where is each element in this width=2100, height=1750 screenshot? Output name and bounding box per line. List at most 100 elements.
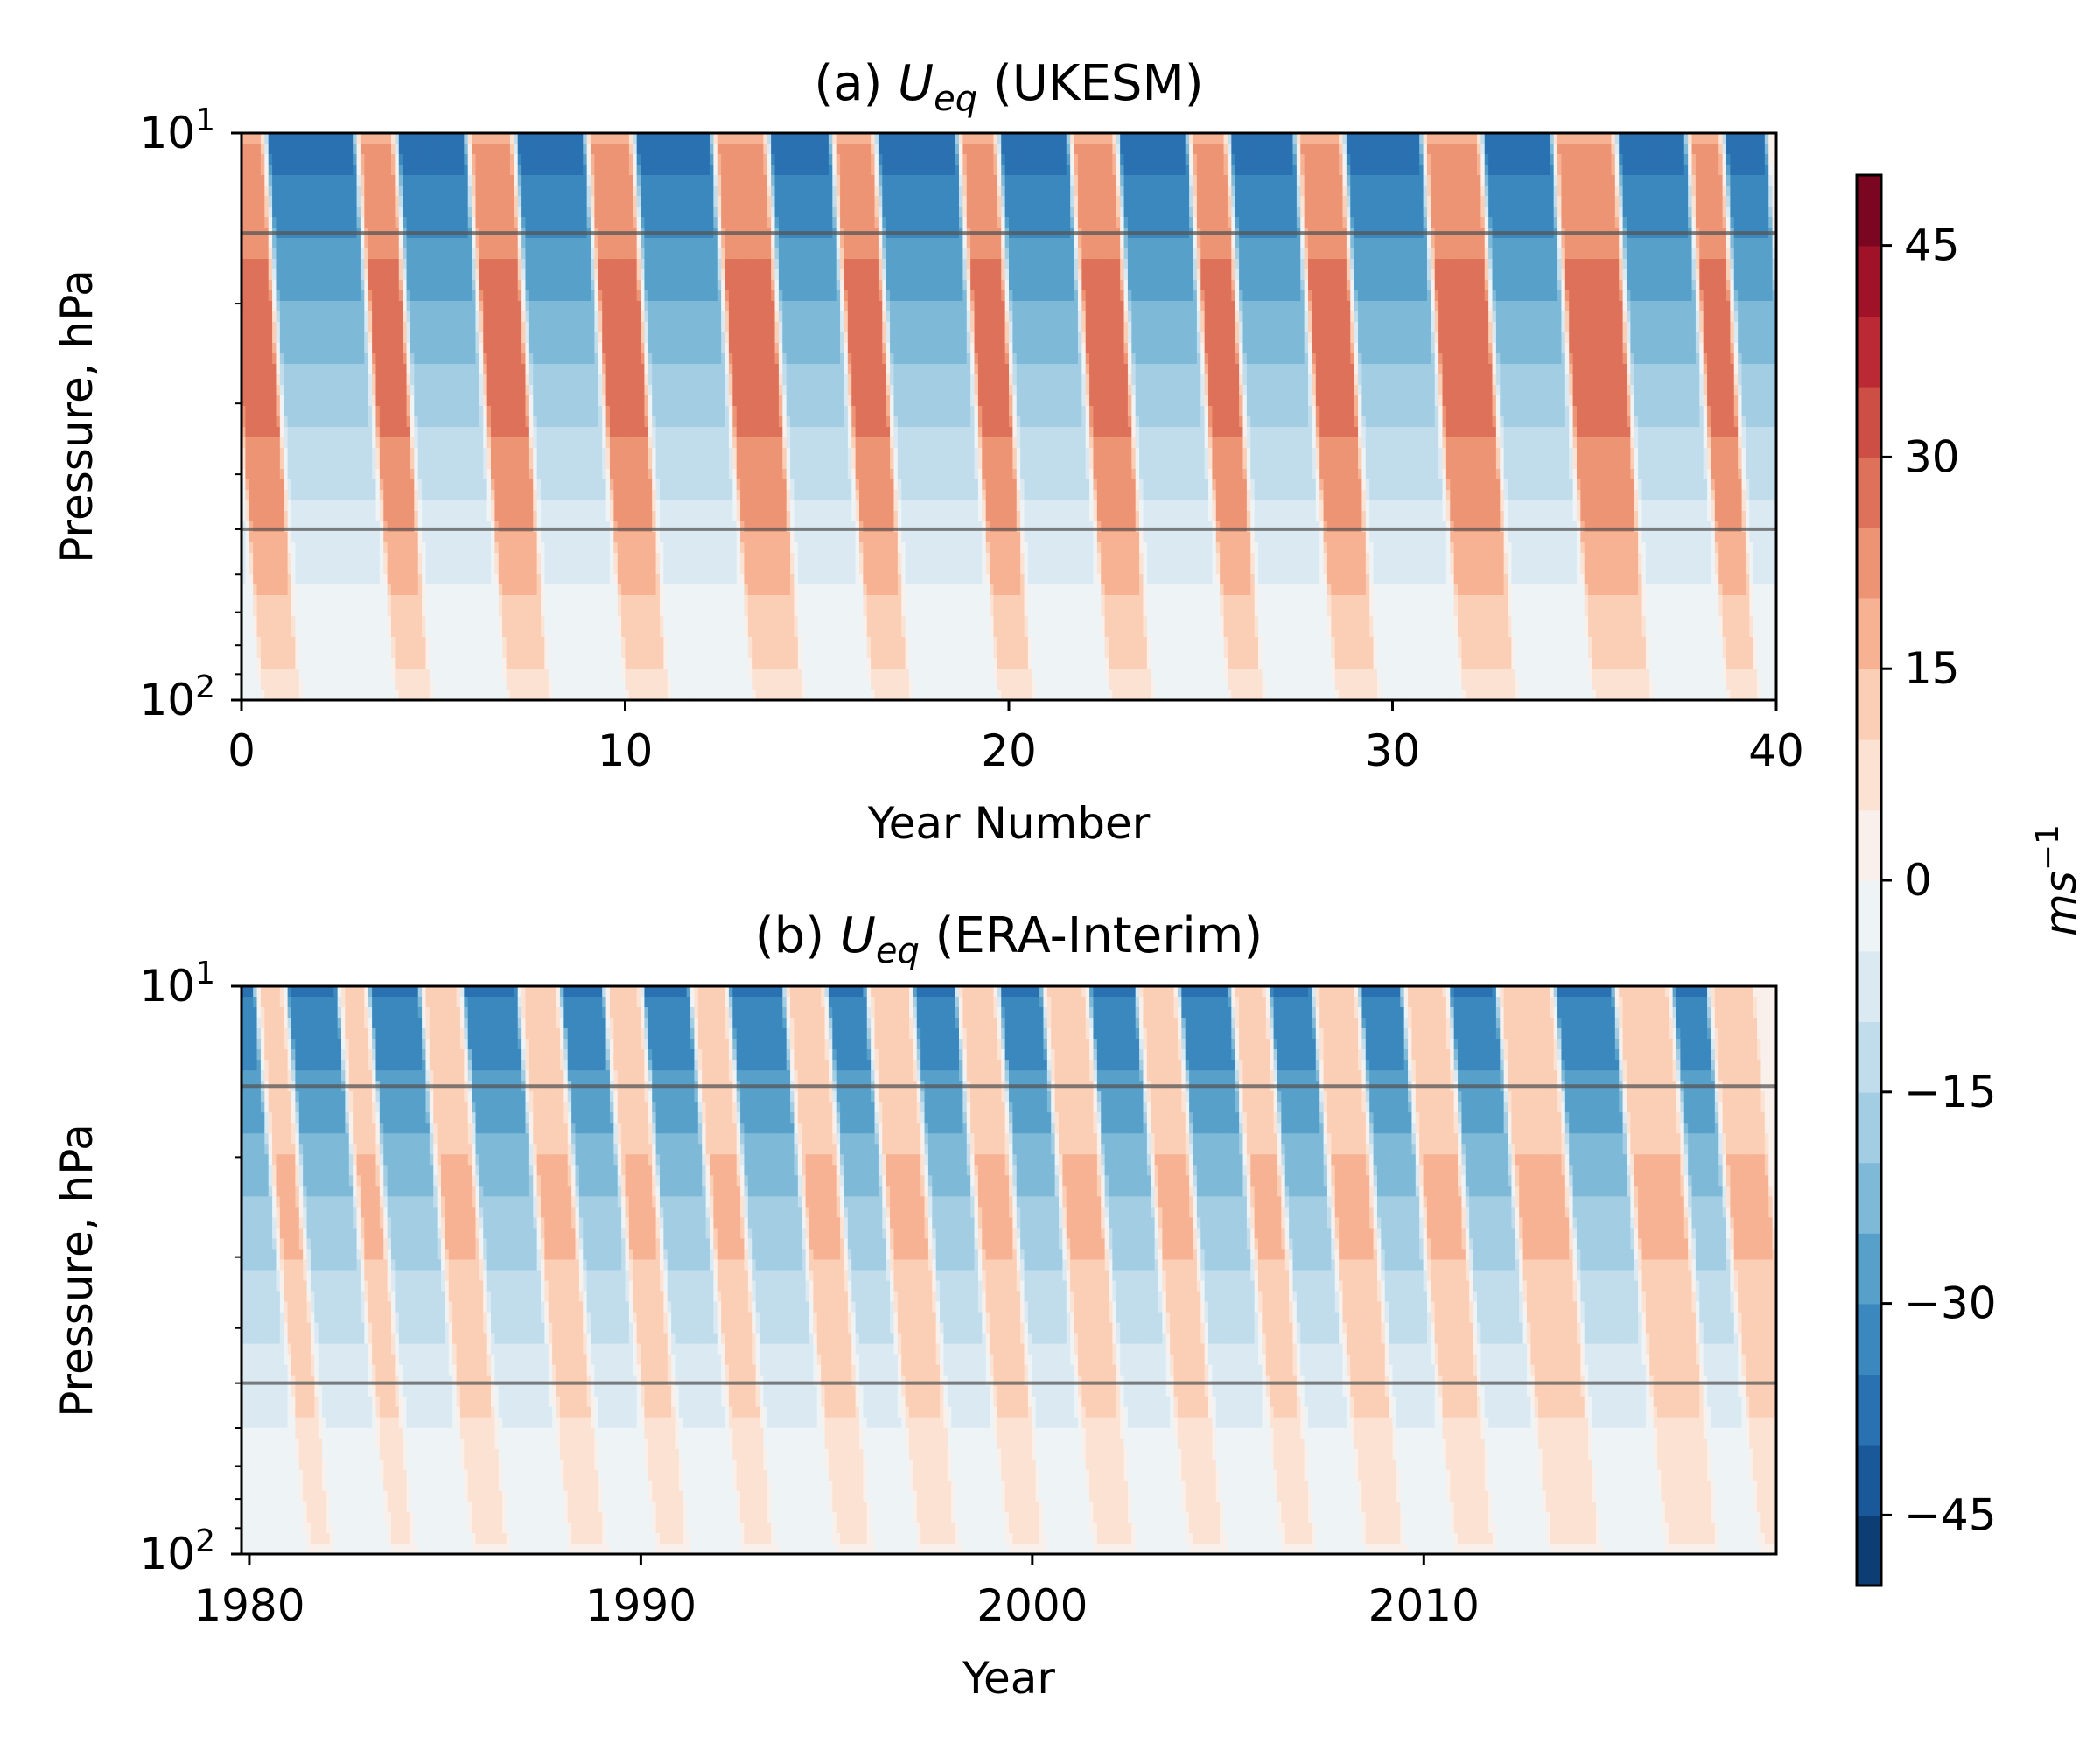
heatmap-cell (1220, 238, 1225, 249)
heatmap-cell (1396, 154, 1402, 165)
heatmap-cell (840, 154, 845, 165)
heatmap-cell (613, 144, 619, 155)
heatmap-cell (1669, 217, 1674, 228)
heatmap-cell (298, 144, 304, 155)
heatmap-cell (613, 164, 619, 176)
heatmap-cell (1358, 196, 1363, 207)
heatmap-cell (1116, 186, 1121, 197)
heatmap-cell (1051, 133, 1056, 144)
heatmap-cell (655, 154, 661, 165)
heatmap-cell (1431, 217, 1436, 228)
heatmap-cell (690, 196, 696, 207)
heatmap-cell (890, 196, 895, 207)
heatmap-cell (441, 206, 446, 218)
heatmap-cell (794, 206, 799, 218)
heatmap-cell (1300, 154, 1306, 165)
heatmap-cell (1550, 238, 1555, 249)
heatmap-cell (993, 154, 998, 165)
heatmap-cell (1572, 186, 1578, 197)
heatmap-cell (782, 154, 788, 165)
heatmap-cell (1277, 154, 1283, 165)
heatmap-cell (1726, 164, 1732, 176)
heatmap-cell (1446, 238, 1452, 249)
heatmap-cell (675, 144, 680, 155)
heatmap-cell (1419, 206, 1424, 218)
heatmap-cell (1522, 196, 1528, 207)
heatmap-cell (268, 133, 273, 144)
heatmap-cell (598, 217, 603, 228)
heatmap-cell (1101, 238, 1106, 249)
heatmap-cell (410, 217, 416, 228)
heatmap-cell (947, 164, 953, 176)
heatmap-cell (955, 196, 960, 207)
heatmap-cell (1672, 206, 1677, 218)
heatmap-cell (851, 144, 857, 155)
heatmap-cell (1376, 238, 1382, 249)
heatmap-cell (1362, 206, 1367, 218)
heatmap-cell (1576, 217, 1582, 228)
heatmap-cell (1024, 186, 1029, 197)
heatmap-cell (1461, 164, 1466, 176)
heatmap-cell (459, 238, 466, 249)
heatmap-cell (291, 164, 297, 176)
heatmap-cell (1492, 196, 1497, 207)
heatmap-cell (253, 238, 258, 249)
heatmap-cell (1476, 144, 1482, 155)
heatmap-cell (1488, 186, 1494, 197)
heatmap-cell (422, 144, 427, 155)
heatmap-cell (1082, 206, 1087, 218)
heatmap-cell (298, 238, 304, 249)
heatmap-cell (594, 248, 599, 260)
heatmap-cell (533, 154, 538, 165)
heatmap-cell (444, 144, 450, 155)
heatmap-cell (1277, 144, 1283, 155)
heatmap-cell (697, 206, 703, 218)
heatmap-cell (1768, 206, 1774, 218)
heatmap-cell (1434, 175, 1439, 186)
heatmap-cell (522, 175, 527, 186)
heatmap-cell (1235, 206, 1240, 218)
heatmap-cell (1465, 154, 1470, 165)
heatmap-cell (1469, 206, 1474, 218)
heatmap-cell (1653, 175, 1658, 186)
heatmap-cell (1315, 154, 1320, 165)
heatmap-cell (828, 175, 834, 186)
heatmap-cell (1404, 206, 1409, 218)
heatmap-cell (606, 206, 611, 218)
heatmap-cell (1672, 154, 1677, 165)
heatmap-cell (1077, 217, 1083, 228)
heatmap-cell (970, 217, 976, 228)
heatmap-cell (1066, 206, 1071, 218)
heatmap-cell (406, 164, 411, 176)
heatmap-cell (1369, 133, 1375, 144)
heatmap-cell (1189, 133, 1194, 144)
heatmap-cell (697, 133, 703, 144)
heatmap-cell (1538, 238, 1544, 249)
heatmap-cell (678, 164, 684, 176)
heatmap-cell (1066, 175, 1071, 186)
heatmap-cell (522, 133, 527, 144)
heatmap-cell (279, 196, 285, 207)
heatmap-cell (506, 154, 511, 165)
heatmap-cell (1104, 154, 1110, 165)
heatmap-cell (1376, 217, 1382, 228)
heatmap-cell (602, 206, 607, 218)
heatmap-cell (1204, 238, 1209, 249)
heatmap-cell (782, 206, 788, 218)
heatmap-cell (1358, 238, 1363, 249)
heatmap-cell (533, 175, 538, 186)
heatmap-cell (1500, 217, 1505, 228)
heatmap-cell (621, 154, 626, 165)
heatmap-cell (648, 217, 653, 228)
heatmap-cell (1558, 133, 1563, 144)
heatmap-cell (1143, 175, 1148, 186)
heatmap-cell (583, 238, 588, 249)
heatmap-cell (728, 164, 734, 176)
heatmap-cell (686, 238, 691, 249)
heatmap-cell (1718, 217, 1724, 228)
heatmap-cell (652, 186, 657, 197)
heatmap-cell (391, 248, 396, 260)
heatmap-cell (536, 248, 542, 260)
heatmap-cell (452, 238, 458, 249)
heatmap-cell (1334, 164, 1340, 176)
